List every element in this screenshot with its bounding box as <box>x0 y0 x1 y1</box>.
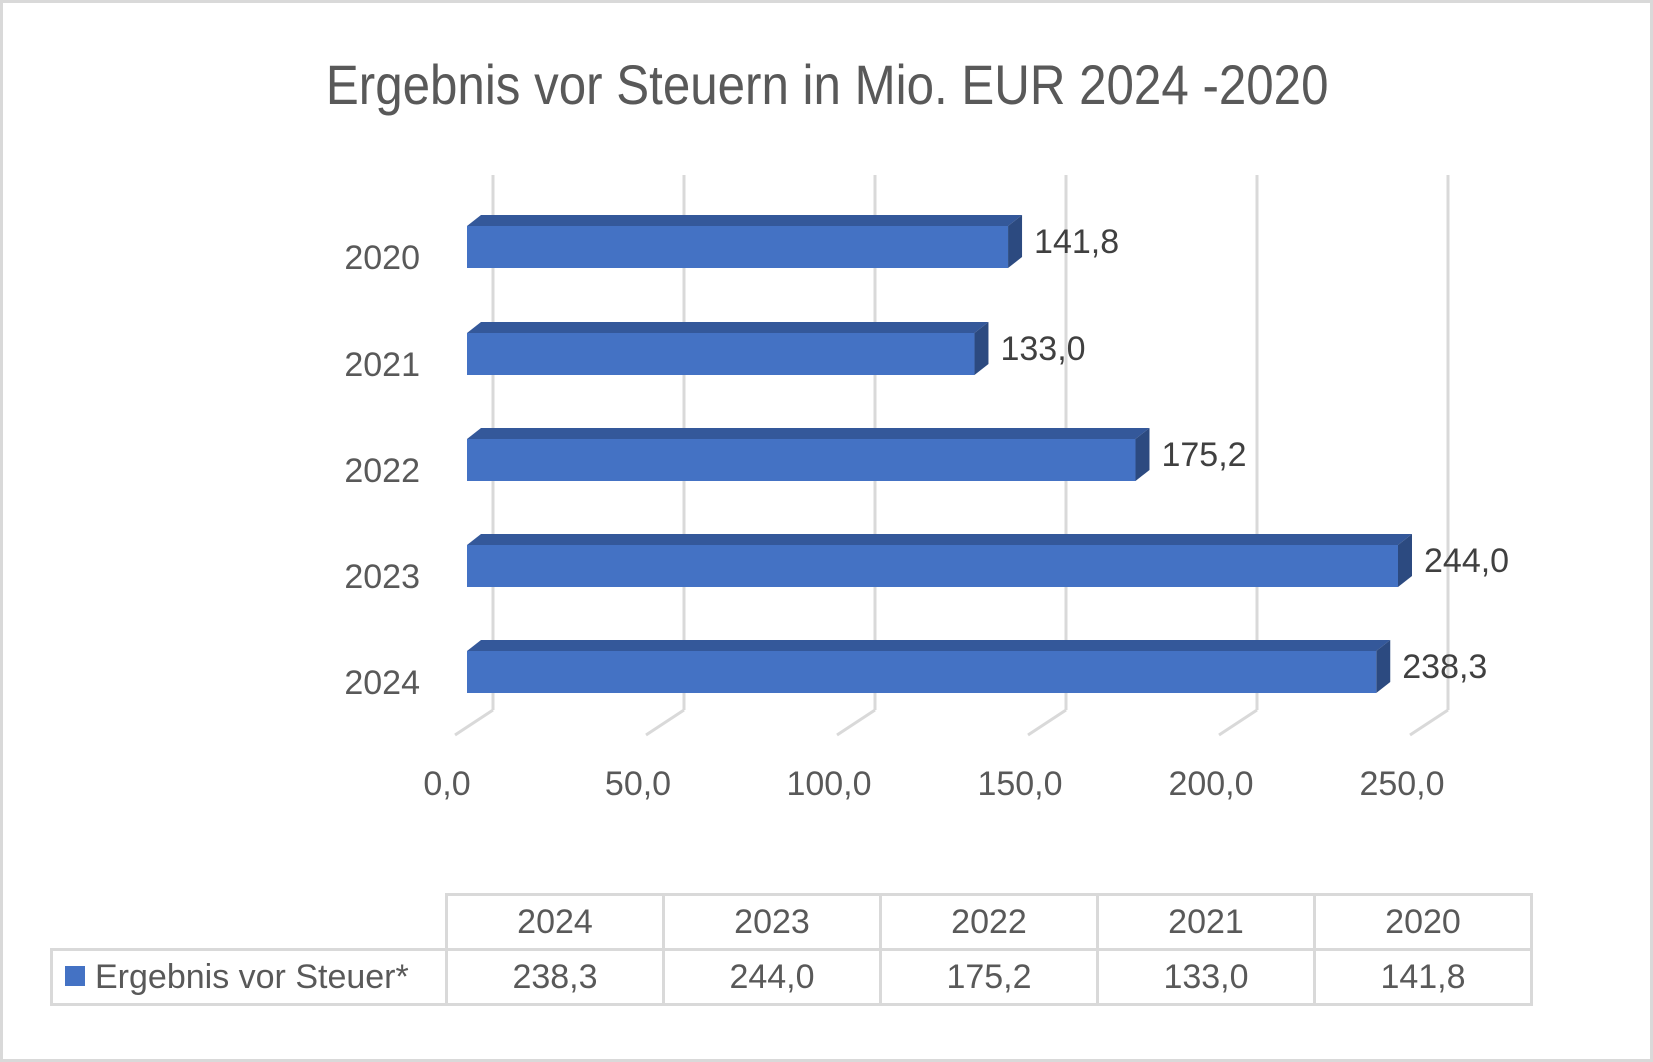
gridline-floor <box>1218 708 1258 737</box>
plot-area: 0,0 50,0 100,0 150,0 200,0 250,0 141,8 2020 133,… <box>344 175 1509 803</box>
y-category-label: 2020 <box>344 239 420 277</box>
bar-top-face <box>467 534 1412 545</box>
data-table-header: 2020 <box>1313 893 1533 951</box>
bar <box>467 439 1136 481</box>
bar-value-label: 244,0 <box>1424 542 1509 580</box>
bar <box>467 545 1398 587</box>
bar-value-label: 133,0 <box>1000 330 1085 368</box>
data-table-header: 2022 <box>879 893 1099 951</box>
y-category-label: 2021 <box>344 346 420 384</box>
bar-top-face <box>467 640 1391 651</box>
data-table-cell: 141,8 <box>1313 948 1533 1006</box>
gridline-floor <box>454 708 494 737</box>
bar <box>467 226 1009 268</box>
bar-side-face <box>1376 640 1391 693</box>
bar-top-face <box>467 322 989 333</box>
data-table-cell: 238,3 <box>445 948 665 1006</box>
legend-label: Ergebnis vor Steuer* <box>95 957 409 996</box>
data-table-header: 2023 <box>662 893 882 951</box>
bar-side-face <box>1398 534 1412 587</box>
bar-value-label: 141,8 <box>1034 223 1119 261</box>
data-table-corner <box>51 894 448 951</box>
bar-side-face <box>974 322 989 375</box>
bar-side-face <box>1008 215 1023 268</box>
bar-value-label: 175,2 <box>1161 436 1246 474</box>
data-table-cell: 175,2 <box>879 948 1099 1006</box>
x-tick-label: 0,0 <box>423 765 470 803</box>
data-table-cell: 133,0 <box>1096 948 1316 1006</box>
bar <box>467 651 1377 693</box>
chart-title-text: Ergebnis vor Steuern in Mio. EUR 2024 -2… <box>325 53 1329 116</box>
bar-value-label: 238,3 <box>1402 648 1487 686</box>
bar-side-face <box>1135 428 1150 481</box>
gridline-floor <box>645 708 685 737</box>
bar-top-face <box>467 215 1023 226</box>
data-table-cell: 244,0 <box>662 948 882 1006</box>
x-tick-label: 250,0 <box>1359 765 1444 803</box>
data-table: 2024 2023 2022 2021 2020 Ergebnis vor St… <box>50 893 1533 1006</box>
gridline-floor <box>1409 708 1449 737</box>
legend-entry: Ergebnis vor Steuer* <box>50 948 448 1006</box>
x-tick-label: 150,0 <box>977 765 1062 803</box>
y-category-label: 2023 <box>344 558 420 596</box>
y-category-label: 2022 <box>344 452 420 490</box>
legend-swatch-icon <box>65 965 85 986</box>
chart-title: Ergebnis vor Steuern in Mio. EUR 2024 -2… <box>0 52 1653 117</box>
gridline-floor <box>836 708 876 737</box>
x-tick-label: 200,0 <box>1168 765 1253 803</box>
bar-top-face <box>467 428 1150 439</box>
x-tick-label: 100,0 <box>786 765 871 803</box>
data-table-header: 2024 <box>445 893 665 951</box>
data-table-header: 2021 <box>1096 893 1316 951</box>
gridline-floor <box>1027 708 1067 737</box>
data-table-row: Ergebnis vor Steuer* 238,3 244,0 175,2 1… <box>50 948 1533 1006</box>
x-tick-label: 50,0 <box>605 765 671 803</box>
data-table-header-row: 2024 2023 2022 2021 2020 <box>51 893 1533 951</box>
bar <box>467 333 975 375</box>
y-category-label: 2024 <box>344 664 420 702</box>
